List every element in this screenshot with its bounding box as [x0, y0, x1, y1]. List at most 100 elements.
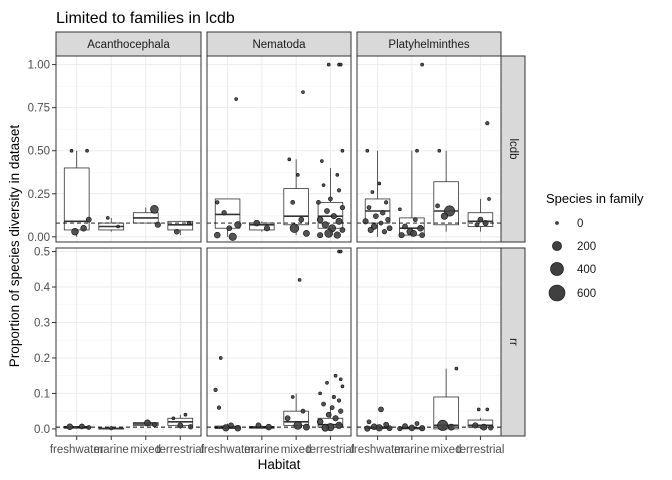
data-point — [367, 226, 374, 233]
data-point — [71, 227, 79, 236]
data-point — [480, 423, 488, 431]
data-point — [144, 419, 151, 427]
x-tick-label: terrestrial — [456, 444, 504, 456]
data-point — [303, 423, 310, 431]
data-point — [340, 384, 345, 389]
data-point — [289, 223, 300, 233]
data-point — [397, 425, 403, 432]
x-tick-label: terrestrial — [156, 444, 204, 456]
x-tick-label: terrestrial — [306, 444, 354, 456]
data-point — [378, 406, 384, 413]
x-tick-label: mixed — [130, 444, 161, 456]
data-point — [154, 221, 161, 228]
box-mixed — [132, 207, 159, 224]
data-point — [340, 148, 345, 153]
data-point — [79, 423, 85, 430]
data-point — [188, 424, 194, 430]
box-body — [249, 222, 275, 231]
box-body — [63, 167, 90, 231]
data-point — [183, 412, 188, 417]
panel-rr-nematoda — [206, 247, 352, 437]
legend-key — [555, 221, 559, 225]
box-mixed — [283, 159, 309, 236]
panel-background — [56, 248, 201, 436]
data-point — [454, 366, 459, 371]
data-point — [228, 422, 234, 429]
data-point — [338, 249, 343, 254]
legend-key — [550, 262, 564, 276]
y-tick-label: 0.2 — [34, 353, 50, 365]
data-point — [109, 426, 114, 431]
data-point — [331, 394, 336, 400]
data-point — [174, 228, 180, 235]
data-point — [150, 204, 159, 214]
data-point — [447, 423, 455, 431]
legend-key — [552, 241, 562, 251]
data-point — [408, 424, 416, 432]
data-point — [186, 220, 192, 226]
data-point — [437, 148, 442, 153]
box-body — [467, 419, 494, 428]
data-point — [485, 407, 490, 412]
box-body — [283, 188, 309, 226]
panel-lcdb-platyhelminthes — [356, 55, 502, 243]
x-tick-label: freshwater — [201, 444, 255, 456]
data-point — [339, 204, 346, 211]
data-point — [284, 415, 291, 422]
legend: Species in family 0 200 400 600 — [546, 191, 644, 302]
panel-border — [356, 247, 502, 437]
data-point — [263, 225, 271, 232]
data-point — [335, 421, 343, 429]
panel-border — [55, 55, 202, 243]
legend-title: Species in family — [546, 191, 644, 206]
y-tick-label: 0.1 — [34, 388, 50, 400]
data-point — [321, 424, 330, 432]
data-point — [234, 97, 238, 101]
strip-nematoda — [206, 31, 352, 57]
strip-label-platyhelminthes: Platyhelminthes — [388, 39, 469, 51]
panel-border — [206, 247, 352, 437]
data-point — [325, 411, 332, 418]
panel-background — [357, 248, 501, 436]
data-point — [419, 232, 425, 238]
data-point — [330, 213, 337, 220]
data-point — [333, 373, 338, 378]
data-point — [216, 405, 222, 410]
data-point — [402, 423, 408, 429]
strip-label-acanthocephala: Acanthocephala — [87, 39, 170, 51]
legend-label: 400 — [577, 264, 596, 276]
data-point — [234, 221, 242, 229]
data-point — [398, 207, 402, 212]
y-tick-label: 0.0 — [34, 424, 50, 436]
data-point — [234, 424, 242, 432]
data-point — [324, 208, 330, 214]
data-point — [215, 200, 220, 205]
data-point — [317, 232, 324, 239]
strip-lcdb — [500, 55, 526, 243]
data-point — [383, 421, 389, 428]
data-point — [177, 422, 184, 429]
box-terrestrial — [467, 418, 494, 429]
x-tick-label: freshwater — [50, 444, 104, 456]
data-point — [290, 395, 295, 399]
data-point — [380, 210, 386, 216]
data-point — [385, 217, 391, 223]
data-point — [362, 218, 369, 225]
data-point — [366, 419, 372, 425]
data-point — [364, 425, 371, 432]
data-point — [214, 231, 221, 239]
data-point — [287, 157, 292, 162]
data-point — [69, 148, 74, 153]
data-point — [366, 205, 372, 210]
data-point — [320, 159, 324, 163]
data-point — [336, 398, 342, 403]
data-point — [85, 216, 92, 223]
data-point — [297, 278, 302, 282]
strip-acanthocephala — [55, 31, 202, 57]
data-point — [85, 148, 89, 153]
data-point — [213, 387, 218, 392]
data-point — [381, 229, 388, 235]
strip-rr — [500, 247, 526, 437]
box-body — [167, 220, 194, 231]
panel-lcdb-acanthocephala — [55, 55, 202, 243]
